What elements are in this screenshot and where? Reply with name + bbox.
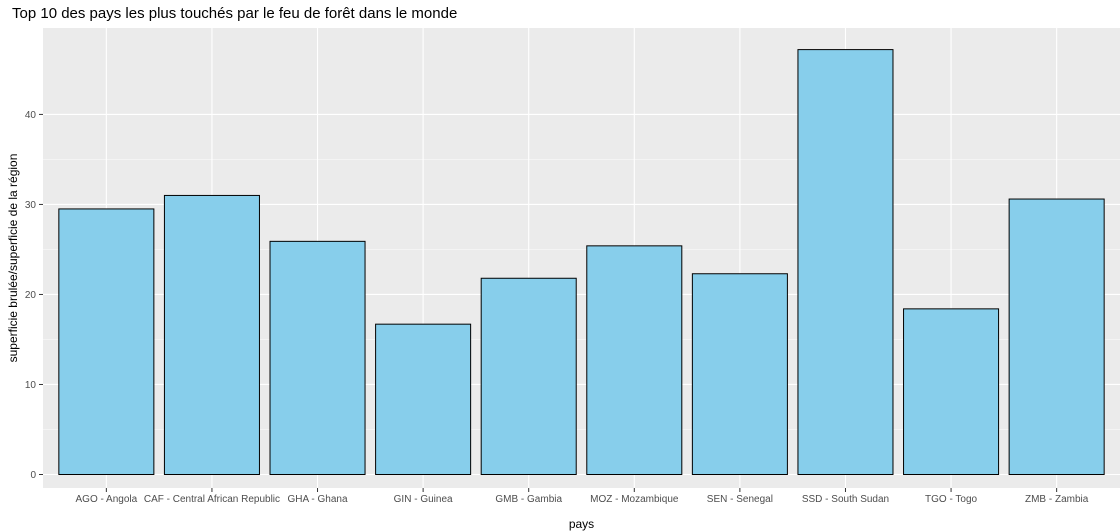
x-tick-label: TGO - Togo xyxy=(925,494,977,505)
chart-title: Top 10 des pays les plus touchés par le … xyxy=(12,5,457,22)
bar xyxy=(480,277,577,475)
x-tick-label: CAF - Central African Republic xyxy=(144,494,280,505)
bar xyxy=(903,308,1000,475)
bar xyxy=(586,245,683,475)
y-axis: 0 10 20 30 40 xyxy=(25,110,43,481)
y-tick-label: 0 xyxy=(30,470,36,481)
x-tick-label: ZMB - Zambia xyxy=(1025,494,1089,505)
y-tick-label: 20 xyxy=(25,290,37,301)
bar xyxy=(691,273,788,475)
y-tick-label: 30 xyxy=(25,200,37,211)
x-tick-label: GMB - Gambia xyxy=(495,494,562,505)
x-tick-label: SSD - South Sudan xyxy=(802,494,889,505)
y-tick-label: 40 xyxy=(25,110,37,121)
bar xyxy=(1008,198,1105,475)
x-tick-label: GIN - Guinea xyxy=(394,494,453,505)
bars xyxy=(58,49,1105,475)
bar xyxy=(269,240,366,475)
x-tick-label: GHA - Ghana xyxy=(288,494,348,505)
y-tick-label: 10 xyxy=(25,380,37,391)
x-tick-label: MOZ - Mozambique xyxy=(590,494,679,505)
x-tick-label: SEN - Senegal xyxy=(707,494,773,505)
bar xyxy=(797,49,894,475)
bar xyxy=(163,194,260,475)
y-axis-title: superficie brulée/superficie de la régio… xyxy=(6,154,20,363)
bar xyxy=(375,323,472,475)
bar xyxy=(58,208,155,475)
x-tick-label: AGO - Angola xyxy=(76,494,138,505)
x-axis: AGO - Angola CAF - Central African Republ… xyxy=(76,488,1089,505)
x-axis-title: pays xyxy=(569,517,594,531)
